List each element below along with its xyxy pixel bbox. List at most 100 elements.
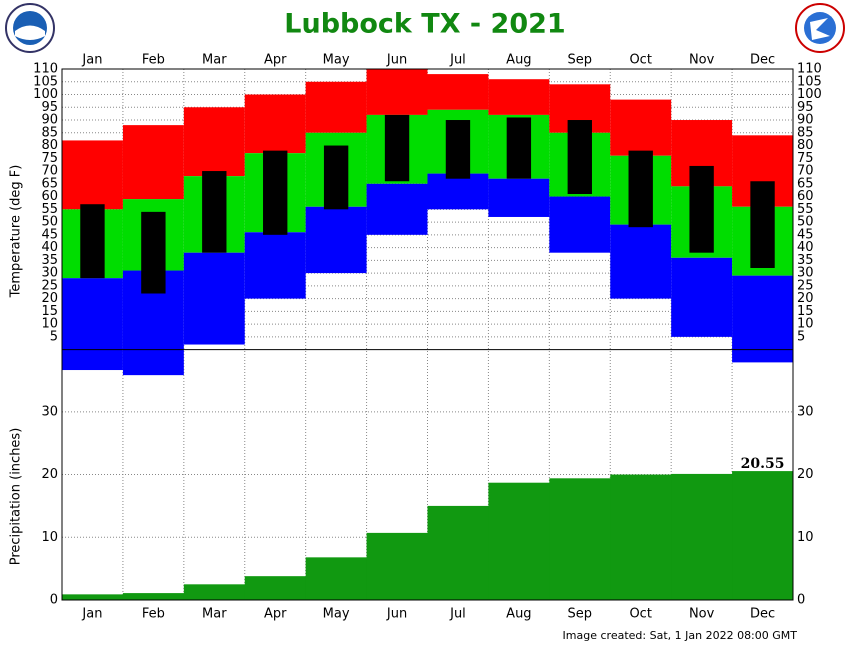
y-tick-label: 85 bbox=[41, 125, 58, 140]
y-tick-label: 105 bbox=[33, 74, 58, 89]
y-tick-label: 10 bbox=[797, 530, 814, 545]
plot-frame bbox=[61, 68, 794, 601]
temperature-band bbox=[445, 120, 471, 179]
y-tick-label: 20 bbox=[797, 467, 814, 482]
y-tick-label: 95 bbox=[41, 100, 58, 115]
y-tick-label: 90 bbox=[41, 113, 58, 128]
temperature-band bbox=[122, 125, 184, 200]
temperature-band bbox=[62, 140, 123, 210]
x-tick-label: Mar bbox=[202, 607, 227, 622]
y-tick-label: 10 bbox=[797, 317, 814, 332]
precip-bar bbox=[183, 584, 246, 600]
temperature-band bbox=[384, 114, 410, 182]
precip-bar bbox=[488, 482, 550, 600]
y-tick-label: 20 bbox=[41, 291, 58, 306]
precip-bar bbox=[305, 557, 368, 600]
y-tick-label: 0 bbox=[797, 593, 805, 608]
y-tick-label: 10 bbox=[41, 530, 58, 545]
y-tick-label: 15 bbox=[41, 304, 58, 319]
temperature-band bbox=[689, 165, 714, 253]
y-tick-label: 30 bbox=[41, 404, 58, 419]
temperature-band bbox=[305, 81, 367, 133]
y-tick-label: 20 bbox=[797, 291, 814, 306]
temperature-band bbox=[750, 181, 775, 268]
y-axis-title: Temperature (deg F) bbox=[9, 165, 24, 299]
y-tick-label: 45 bbox=[797, 227, 814, 242]
temperature-band bbox=[567, 120, 592, 195]
x-tick-label: Nov bbox=[689, 53, 715, 68]
temperature-band bbox=[488, 79, 550, 115]
y-axis-title: Precipitation (inches) bbox=[9, 428, 24, 566]
y-tick-label: 100 bbox=[33, 87, 58, 102]
y-tick-label: 25 bbox=[41, 278, 58, 293]
y-tick-label: 100 bbox=[797, 87, 822, 102]
temperature-band bbox=[183, 252, 245, 345]
y-tick-label: 10 bbox=[41, 317, 58, 332]
x-tick-label: Dec bbox=[750, 607, 775, 622]
temperature-band bbox=[549, 196, 611, 253]
y-tick-label: 80 bbox=[41, 138, 58, 153]
x-tick-label: Jan bbox=[81, 607, 102, 622]
y-tick-label: 30 bbox=[797, 404, 814, 419]
y-tick-label: 40 bbox=[797, 240, 814, 255]
precip-bar bbox=[244, 576, 307, 600]
precip-bar bbox=[549, 478, 611, 600]
x-tick-label: Oct bbox=[629, 53, 651, 68]
chart-title: Lubbock TX - 2021 bbox=[284, 9, 565, 40]
y-tick-label: 5 bbox=[50, 329, 58, 344]
y-tick-label: 15 bbox=[797, 304, 814, 319]
y-tick-label: 75 bbox=[797, 151, 814, 166]
y-tick-label: 35 bbox=[41, 253, 58, 268]
y-tick-label: 50 bbox=[797, 215, 814, 230]
x-tick-label: Sep bbox=[568, 53, 593, 68]
temperature-band bbox=[141, 211, 166, 294]
value-label: 20.55 bbox=[741, 456, 785, 472]
y-tick-label: 55 bbox=[41, 202, 58, 217]
x-tick-label: May bbox=[323, 607, 350, 622]
temperature-band bbox=[427, 74, 489, 110]
footer: Image created: Sat, 1 Jan 2022 08:00 GMT bbox=[563, 629, 798, 642]
x-tick-label: Apr bbox=[264, 607, 287, 622]
x-tick-label: Apr bbox=[264, 53, 287, 68]
y-tick-label: 65 bbox=[797, 176, 814, 191]
y-tick-label: 40 bbox=[41, 240, 58, 255]
precip-bar bbox=[732, 471, 794, 600]
x-tick-label: Jun bbox=[386, 53, 407, 68]
precip-bar bbox=[62, 594, 124, 600]
y-tick-label: 80 bbox=[797, 138, 814, 153]
x-tick-label: Oct bbox=[629, 607, 651, 622]
x-tick-label: Jul bbox=[449, 53, 466, 68]
temperature-band bbox=[610, 99, 672, 156]
x-tick-label: Dec bbox=[750, 53, 775, 68]
precip-bar bbox=[366, 532, 428, 600]
precip-bar bbox=[610, 474, 672, 600]
temperature-band bbox=[323, 145, 349, 210]
y-tick-label: 75 bbox=[41, 151, 58, 166]
y-tick-label: 35 bbox=[797, 253, 814, 268]
y-tick-label: 110 bbox=[797, 62, 822, 77]
x-tick-label: Jun bbox=[386, 607, 407, 622]
x-tick-label: Sep bbox=[568, 607, 593, 622]
y-tick-label: 45 bbox=[41, 227, 58, 242]
x-tick-label: Feb bbox=[142, 607, 165, 622]
temperature-band bbox=[610, 224, 672, 299]
temperature-band bbox=[671, 257, 733, 337]
temperature-band bbox=[62, 278, 123, 371]
precip-bar bbox=[671, 473, 733, 600]
x-tick-label: Nov bbox=[689, 607, 715, 622]
y-tick-label: 25 bbox=[797, 278, 814, 293]
temperature-band bbox=[366, 183, 428, 235]
y-tick-label: 20 bbox=[41, 467, 58, 482]
x-tick-label: Feb bbox=[142, 53, 165, 68]
y-tick-label: 110 bbox=[33, 62, 58, 77]
y-tick-label: 95 bbox=[797, 100, 814, 115]
precip-bar bbox=[122, 593, 185, 600]
temperature-band bbox=[488, 178, 550, 217]
y-tick-label: 50 bbox=[41, 215, 58, 230]
temperature-band bbox=[366, 69, 428, 115]
x-tick-label: May bbox=[323, 53, 350, 68]
x-tick-label: Jul bbox=[449, 607, 466, 622]
temperature-band bbox=[244, 232, 306, 299]
